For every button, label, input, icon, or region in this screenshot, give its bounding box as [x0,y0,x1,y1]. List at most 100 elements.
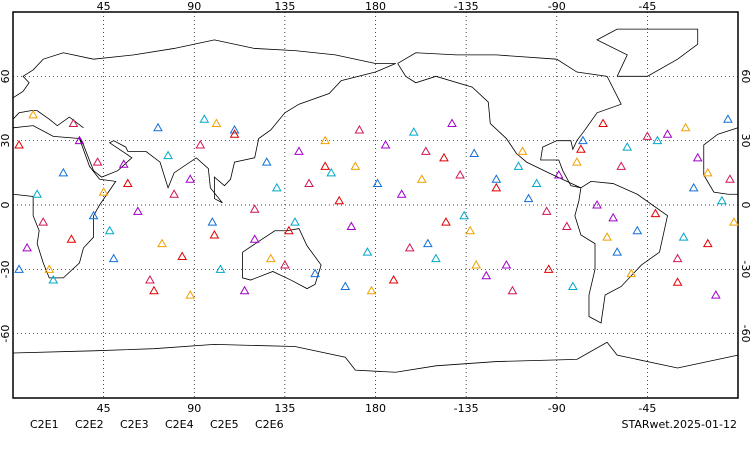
marker [422,238,433,248]
marker [469,148,480,158]
marker [501,260,512,269]
marker [608,212,619,222]
y-tick-label: -60 [0,325,12,343]
coastline [12,39,396,99]
marker [354,124,365,134]
marker [717,195,727,205]
y-tick-label: 30 [739,134,750,148]
marker [310,268,320,278]
marker [304,178,314,188]
marker [229,124,240,134]
marker [284,225,294,235]
marker [320,161,331,170]
marker [211,118,222,128]
marker [209,230,220,239]
marker [725,174,735,183]
marker [632,225,643,235]
marker [22,242,32,252]
marker [163,150,173,160]
marker [598,118,608,128]
marker [576,144,586,153]
x-tick-label: 135 [274,0,295,13]
marker [531,178,542,188]
marker [169,189,179,198]
marker [122,178,133,188]
legend-label: C2E3 [120,418,149,431]
coastline [574,180,668,324]
marker [38,217,49,226]
marker [723,114,733,123]
x-tick-label: -45 [638,402,656,415]
marker [471,260,482,269]
marker [592,199,602,209]
marker [431,253,441,263]
marker [185,290,196,299]
marker [650,208,661,218]
marker [290,217,300,226]
marker [132,206,143,215]
marker [108,253,119,263]
marker [88,210,99,220]
marker [404,242,415,252]
marker [455,169,465,179]
marker [416,174,427,183]
marker [692,152,703,162]
marker [561,221,572,230]
marker [249,234,260,243]
marker [396,189,407,198]
marker [346,221,357,230]
marker [491,182,502,192]
marker [652,135,663,145]
marker [294,146,304,155]
marker [32,189,43,198]
marker [513,161,524,170]
coastline [12,341,739,373]
marker [104,225,115,235]
marker [44,264,55,273]
y-tick-label: -30 [739,260,750,278]
marker [366,285,377,295]
marker [239,285,250,295]
marker [567,281,578,290]
marker [459,210,469,220]
marker [622,142,633,151]
marker [271,182,282,192]
marker [157,238,167,248]
marker [92,157,103,166]
marker [320,135,331,145]
marker [28,109,39,119]
y-tick-label: -60 [739,325,750,343]
coastline [397,52,622,189]
x-tick-label: 90 [187,0,201,13]
marker [229,129,240,138]
marker [362,247,373,256]
marker [98,187,109,196]
marker [612,247,623,256]
marker [678,232,689,241]
marker [66,234,77,243]
legend-label: C2E2 [75,418,104,431]
y-tick-label: 60 [739,69,750,83]
marker [177,251,188,260]
coastline [596,28,699,77]
marker [145,275,155,284]
marker [642,131,653,140]
marker [439,152,449,162]
marker [249,204,260,213]
x-tick-label: -135 [454,0,479,13]
marker [68,118,79,128]
marker [541,206,552,215]
marker [616,161,627,170]
marker [626,268,637,278]
x-tick-label: -90 [548,0,566,13]
marker [74,135,85,145]
marker [578,135,588,145]
marker [48,275,59,284]
marker [543,264,554,273]
marker [481,270,492,280]
marker [523,193,534,203]
marker [710,290,721,299]
y-tick-label: 60 [0,69,12,83]
marker [553,169,564,179]
